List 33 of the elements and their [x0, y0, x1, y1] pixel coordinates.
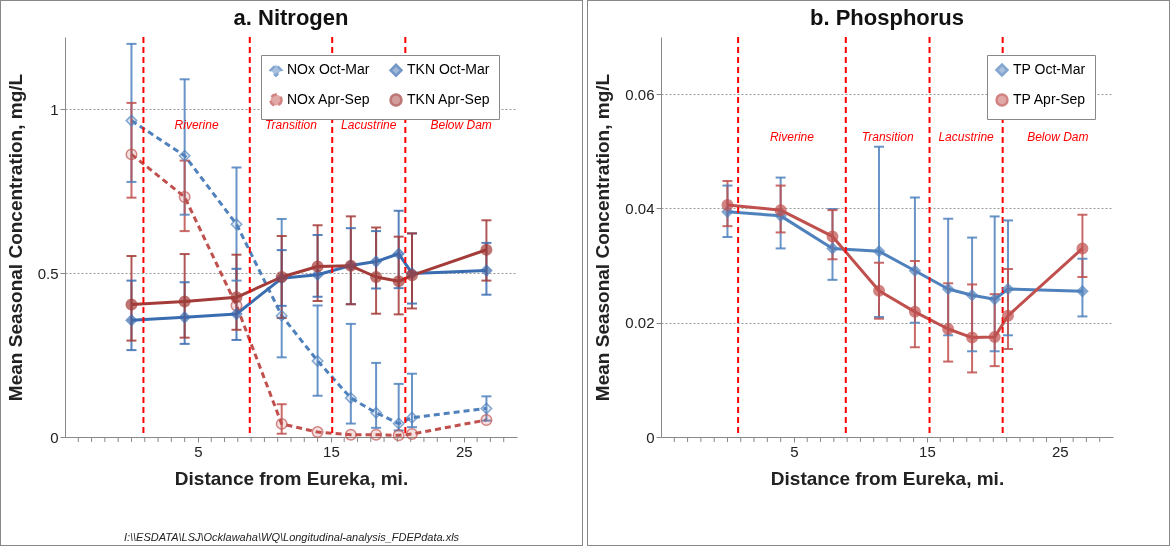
y-tick-label: 0.06 — [625, 85, 655, 103]
x-tick-label: 5 — [194, 442, 203, 460]
y-tick-label: 0.5 — [37, 264, 59, 282]
legend-label: TP Oct-Mar — [1013, 61, 1086, 77]
y-tick-label: 0 — [50, 428, 59, 446]
x-axis-title: Distance from Eureka, mi. — [174, 467, 409, 489]
annotation: Transition — [265, 118, 318, 132]
legend-label: TP Apr-Sep — [1013, 91, 1086, 107]
y-tick-label: 1 — [50, 100, 59, 118]
x-tick-label: 25 — [455, 442, 473, 460]
x-axis-title: Distance from Eureka, mi. — [770, 467, 1005, 489]
annotation: Below Dam — [430, 118, 492, 132]
legend-label: NOx Apr-Sep — [287, 91, 370, 107]
y-tick-label: 0.04 — [625, 199, 655, 217]
annotation: Transition — [861, 130, 914, 144]
x-tick-label: 15 — [323, 442, 340, 460]
legend-label: TKN Oct-Mar — [407, 61, 490, 78]
y-axis-title: Mean Seasonal Concentration, mg/L — [4, 73, 26, 402]
chart-title: a. Nitrogen — [233, 5, 349, 30]
annotation: Riverine — [769, 130, 815, 144]
text: I:\\ESDATA\LSJ\Ocklawaha\WQ\Longitudinal-analysis_FDEPdata.xls — [122, 531, 461, 543]
y-tick-label: 0 — [646, 428, 655, 446]
x-tick-label: 5 — [790, 442, 799, 460]
y-axis-title: Mean Seasonal Concentration, mg/L — [592, 73, 614, 402]
y-tick-label: 0.02 — [625, 314, 655, 332]
annotation: Below Dam — [1027, 130, 1089, 144]
annotation: Lacustrine — [938, 130, 995, 144]
x-tick-label: 25 — [1051, 442, 1069, 460]
legend-label: NOx Oct-Mar — [287, 61, 370, 78]
chart-title: b. Phosphorus — [810, 5, 964, 30]
annotation: Lacustrine — [341, 118, 397, 132]
legend-label: TKN Apr-Sep — [407, 91, 490, 107]
x-tick-label: 15 — [919, 442, 936, 460]
